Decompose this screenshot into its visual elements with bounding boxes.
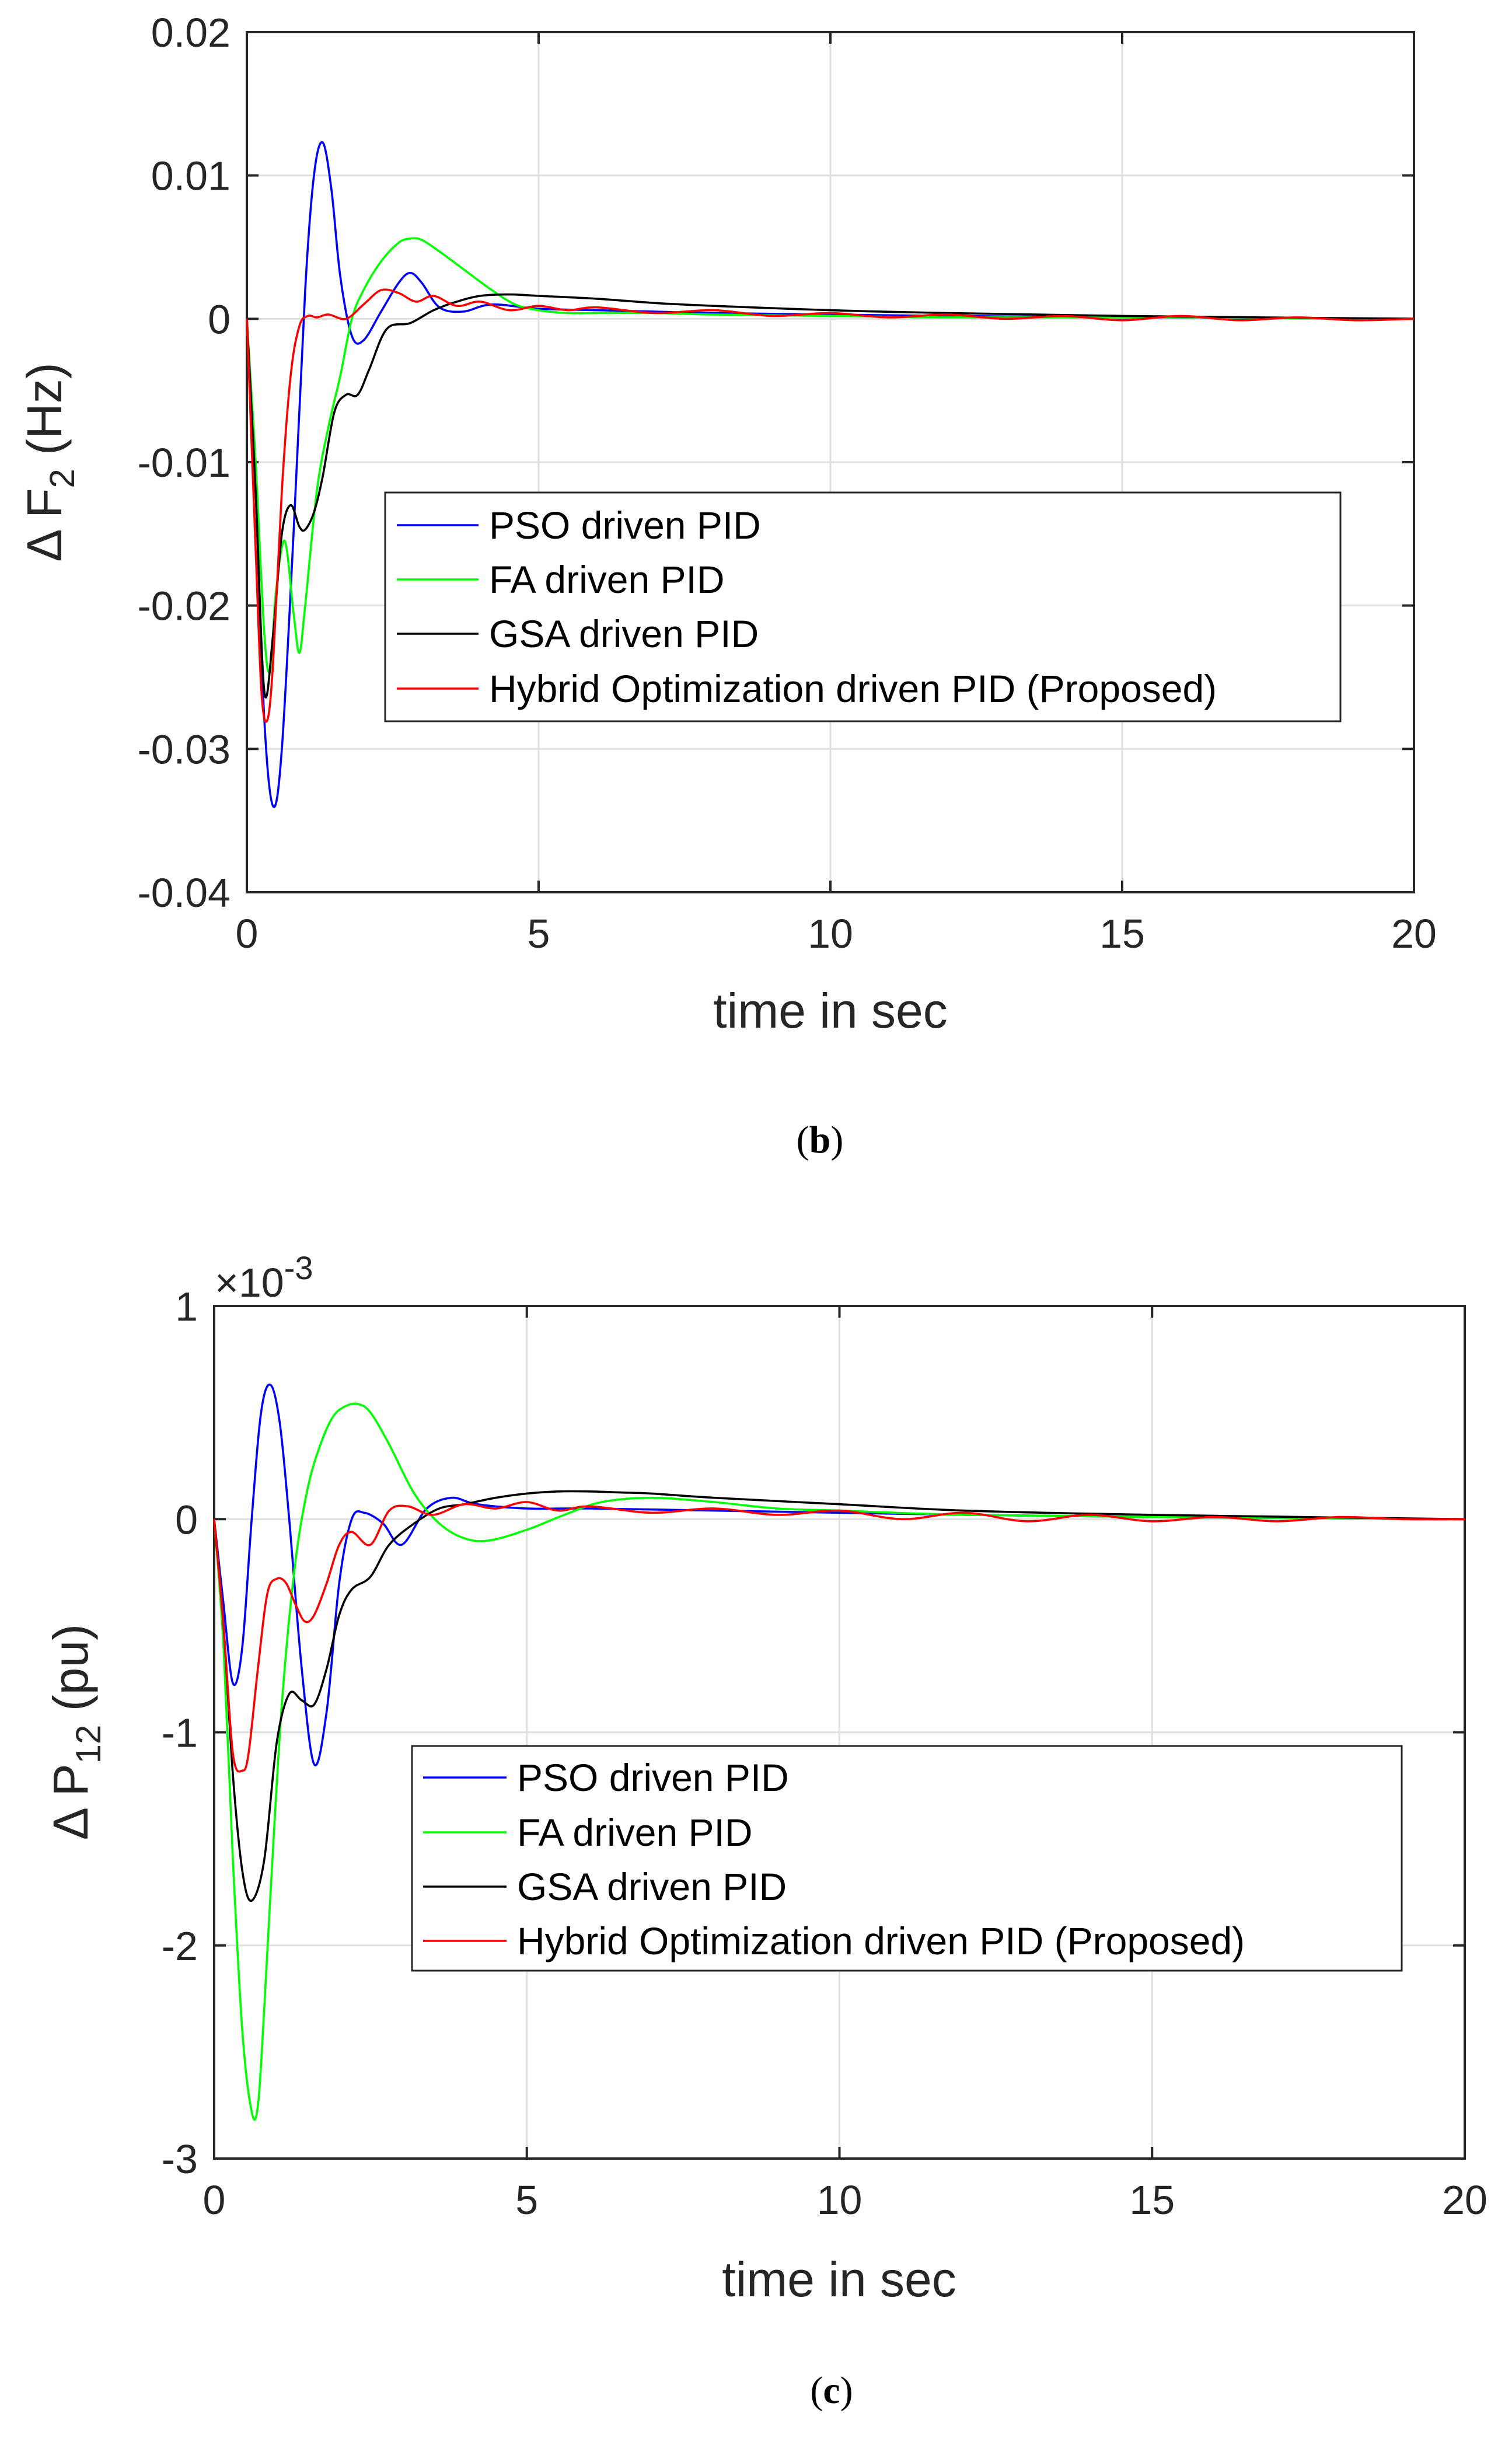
y-tick-label: -0.02 — [137, 584, 231, 629]
legend-label-pso: PSO driven PID — [489, 504, 761, 547]
multiplier-base: ×10 — [215, 1260, 284, 1305]
grid-lines — [213, 1305, 1466, 2160]
x-tick-labels: 0 5 10 15 20 — [236, 911, 1437, 956]
y-tick-label: -1 — [162, 1710, 198, 1756]
chart-panel-b: 0 5 10 15 20 0.02 0.01 0 -0.01 -0.02 -0.03 -0.04 t… — [0, 0, 1512, 1185]
series-line-hybrid-optimization-driven-pid-proposed — [246, 288, 1415, 723]
y-tick-label: 1 — [175, 1284, 198, 1329]
series-line-fa-driven-pid — [213, 1402, 1465, 2121]
series-line-gsa-driven-pid — [213, 1490, 1465, 1902]
x-tick-label: 15 — [1099, 911, 1145, 956]
legend-box — [411, 1745, 1403, 1972]
x-tick-label: 10 — [817, 2177, 862, 2223]
legend-box — [384, 491, 1342, 722]
x-tick-label: 0 — [203, 2177, 226, 2223]
plot-area-frame — [246, 31, 1415, 893]
x-tick-label: 5 — [515, 2177, 538, 2223]
y-tick-label: 0.01 — [151, 153, 231, 199]
x-tick-label: 10 — [808, 911, 853, 956]
y-tick-label: -0.03 — [137, 727, 231, 772]
legend-label-hybrid: Hybrid Optimization driven PID (Proposed… — [517, 1919, 1245, 1962]
legend-label-gsa: GSA driven PID — [489, 612, 759, 655]
legend: PSO driven PID FA driven PID GSA driven … — [411, 1745, 1403, 1972]
y-label-main: Δ F — [17, 488, 72, 562]
legend: PSO driven PID FA driven PID GSA driven … — [384, 491, 1342, 722]
x-tick-label: 20 — [1391, 911, 1437, 956]
caption-c: (c) — [810, 2369, 853, 2412]
x-axis-label: time in sec — [713, 983, 947, 1038]
data-series — [213, 1383, 1465, 2121]
series-line-pso-driven-pid — [213, 1383, 1465, 1766]
y-tick-label: 0 — [175, 1497, 198, 1542]
y-label-subscript: 12 — [69, 1725, 108, 1764]
y-label-subscript: 2 — [43, 469, 82, 488]
caption-b-letter: b — [809, 1119, 831, 1161]
caption-c-letter: c — [823, 2369, 840, 2412]
y-tick-label: -2 — [162, 1923, 198, 1969]
y-label-unit: (pu) — [43, 1624, 98, 1725]
y-tick-label: -0.04 — [137, 870, 231, 916]
plot-area-frame — [213, 1305, 1466, 2160]
x-tick-labels: 0 5 10 15 20 — [203, 2177, 1487, 2223]
series-line-gsa-driven-pid — [246, 293, 1415, 699]
y-tick-labels: 1 0 -1 -2 -3 — [162, 1284, 198, 2182]
y-tick-labels: 0.02 0.01 0 -0.01 -0.02 -0.03 -0.04 — [137, 10, 231, 916]
y-tick-label: -3 — [162, 2136, 198, 2182]
caption-b: (b) — [797, 1119, 844, 1161]
y-tick-label: -0.01 — [137, 440, 231, 486]
x-tick-label: 15 — [1129, 2177, 1175, 2223]
x-tick-label: 0 — [236, 911, 259, 956]
data-series — [246, 141, 1415, 808]
y-axis-label: Δ P12 (pu) — [43, 1624, 108, 1840]
y-tick-label: 0 — [208, 296, 231, 342]
y-axis-multiplier: ×10-3 — [215, 1249, 313, 1305]
y-label-unit: (Hz) — [17, 362, 72, 469]
y-label-main: Δ P — [43, 1763, 98, 1840]
x-tick-label: 20 — [1442, 2177, 1487, 2223]
y-axis-label: Δ F2 (Hz) — [17, 362, 82, 561]
legend-label-gsa: GSA driven PID — [517, 1865, 787, 1908]
legend-label-fa: FA driven PID — [517, 1811, 753, 1854]
legend-label-hybrid: Hybrid Optimization driven PID (Proposed… — [489, 667, 1217, 710]
legend-label-fa: FA driven PID — [489, 558, 725, 601]
chart-panel-c: 0 5 10 15 20 10-1-2-3 ×10-3 time in sec Δ P1… — [43, 1249, 1487, 2412]
legend-label-pso: PSO driven PID — [517, 1756, 789, 1799]
y-tick-label: 0.02 — [151, 10, 231, 55]
x-axis-label: time in sec — [722, 2252, 956, 2307]
x-tick-label: 5 — [528, 911, 550, 956]
multiplier-exponent: -3 — [284, 1249, 313, 1286]
series-line-hybrid-optimization-driven-pid-proposed — [213, 1501, 1465, 1773]
